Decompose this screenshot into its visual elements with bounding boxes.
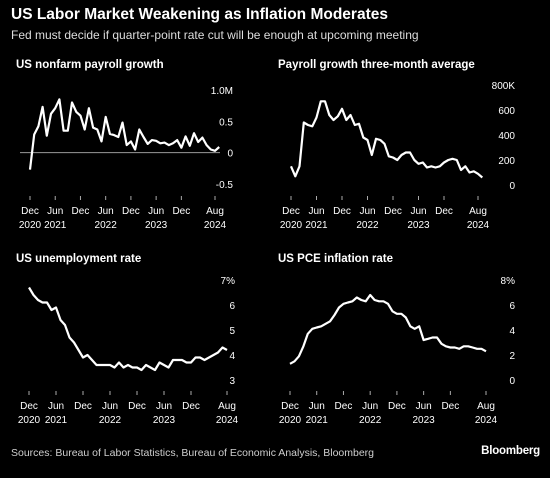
payrolls-xtick-6: Dec <box>172 206 190 217</box>
payrolls-ytick-3: -0.5 <box>216 180 234 191</box>
payroll3m-xtick-year-3: 2022 <box>356 220 379 231</box>
unemployment-ytick-1: 6 <box>229 301 235 312</box>
payroll3m-xtick-year-0: 2020 <box>280 220 303 231</box>
pce-series-line <box>289 293 487 365</box>
pce-xtick-5: Jun <box>416 401 432 412</box>
payrolls-series-line <box>28 98 220 170</box>
chart-subtitle: Fed must decide if quarter-point rate cu… <box>11 28 419 42</box>
unemployment-ytick-2: 5 <box>229 326 235 337</box>
unemployment-xtick-year-0: 2020 <box>18 415 41 426</box>
source-note: Sources: Bureau of Labor Statistics, Bur… <box>11 447 375 459</box>
payrolls-xtick-2: Dec <box>72 206 90 217</box>
pce-xtick-year-1: 2021 <box>306 415 329 426</box>
unemployment-xtick-6: Dec <box>182 401 200 412</box>
unemployment-xtick-0: Dec <box>20 401 38 412</box>
unemployment-xtick-year-3: 2022 <box>99 415 122 426</box>
pce-title: US PCE inflation rate <box>278 253 393 265</box>
unemployment-xtick-1: Jun <box>48 401 64 412</box>
unemployment-ytick-3: 4 <box>229 351 235 362</box>
payroll3m-ytick-3: 200 <box>498 156 515 167</box>
unemployment-xtick-year-7: 2024 <box>216 415 239 426</box>
pce-xtick-2: Dec <box>335 401 353 412</box>
pce-xtick-6: Dec <box>441 401 459 412</box>
payrolls-ytick-1: 0.5 <box>219 117 233 128</box>
payrolls-xtick-year-3: 2022 <box>95 220 118 231</box>
pce-chart: US PCE inflation rate 8% 6 4 2 0 Dec 2020 Jun 202… <box>278 253 515 426</box>
payroll3m-xtick-year-5: 2023 <box>407 220 430 231</box>
payrolls-xtick-1: Jun <box>47 206 63 217</box>
payroll3m-ytick-1: 600 <box>498 106 515 117</box>
payrolls-title: US nonfarm payroll growth <box>16 59 164 71</box>
unemployment-xtick-5: Jun <box>156 401 172 412</box>
unemployment-title: US unemployment rate <box>16 253 141 265</box>
payrolls-xtick-3: Jun <box>98 206 114 217</box>
unemployment-xtick-year-1: 2021 <box>45 415 68 426</box>
unemployment-xtick-3: Jun <box>102 401 118 412</box>
pce-xtick-1: Jun <box>309 401 325 412</box>
payrolls-xtick-year-5: 2023 <box>145 220 168 231</box>
unemployment-ytick-4: 3 <box>229 376 235 387</box>
payrolls-xtick-year-7: 2024 <box>204 220 227 231</box>
payroll3m-chart: Payroll growth three-month average 800K 60… <box>278 59 515 231</box>
unemployment-xtick-year-5: 2023 <box>153 415 176 426</box>
payrolls-ytick-2: 0 <box>227 149 233 160</box>
payroll3m-ytick-4: 0 <box>509 181 515 192</box>
payroll3m-xtick-5: Jun <box>410 206 426 217</box>
payrolls-chart: US nonfarm payroll growth 1.0M 0.5 0 -0.5 Dec… <box>16 59 233 231</box>
unemployment-xtick-2: Dec <box>74 401 92 412</box>
pce-ytick-0: 8% <box>501 276 516 287</box>
pce-ytick-4: 0 <box>509 376 515 387</box>
payrolls-xtick-0: Dec <box>21 206 39 217</box>
payroll3m-xtick-6: Dec <box>435 206 453 217</box>
pce-xtick-3: Jun <box>362 401 378 412</box>
payroll3m-xtick-0: Dec <box>282 206 300 217</box>
pce-xtick-0: Dec <box>281 401 299 412</box>
pce-xtick-year-0: 2020 <box>279 415 302 426</box>
pce-xtick-year-5: 2023 <box>413 415 436 426</box>
payrolls-ytick-0: 1.0M <box>211 86 233 97</box>
payrolls-xtick-year-1: 2021 <box>44 220 67 231</box>
unemployment-xtick-7: Aug <box>218 401 236 412</box>
pce-xtick-7: Aug <box>477 401 495 412</box>
pce-ytick-3: 2 <box>509 351 515 362</box>
pce-xtick-4: Dec <box>388 401 406 412</box>
unemployment-xtick-4: Dec <box>128 401 146 412</box>
payroll3m-xtick-year-7: 2024 <box>467 220 490 231</box>
payrolls-xtick-4: Dec <box>122 206 140 217</box>
pce-ytick-2: 4 <box>509 326 515 337</box>
chart-title: US Labor Market Weakening as Inflation M… <box>11 6 388 23</box>
payrolls-xtick-5: Jun <box>148 206 164 217</box>
payroll3m-xtick-7: Aug <box>469 206 487 217</box>
payroll3m-title: Payroll growth three-month average <box>278 59 475 71</box>
unemployment-ytick-0: 7% <box>221 276 236 287</box>
payroll3m-ytick-2: 400 <box>498 131 515 142</box>
payroll3m-xtick-4: Dec <box>384 206 402 217</box>
payrolls-xtick-7: Aug <box>206 206 224 217</box>
unemployment-chart: US unemployment rate 7% 6 5 4 3 Dec 2020 Jun 2021… <box>16 253 239 426</box>
bloomberg-logo: Bloomberg <box>481 445 540 457</box>
payrolls-xtick-year-0: 2020 <box>19 220 42 231</box>
payroll3m-xtick-1: Jun <box>308 206 324 217</box>
pce-xtick-year-7: 2024 <box>475 415 498 426</box>
pce-ytick-1: 6 <box>509 301 515 312</box>
payroll3m-series-line <box>289 100 484 179</box>
payroll3m-xtick-year-1: 2021 <box>305 220 328 231</box>
payroll3m-xtick-2: Dec <box>333 206 351 217</box>
payroll3m-ytick-0: 800K <box>492 81 516 92</box>
payroll3m-xtick-3: Jun <box>359 206 375 217</box>
unemployment-series-line <box>28 286 228 372</box>
pce-xtick-year-3: 2022 <box>359 415 382 426</box>
